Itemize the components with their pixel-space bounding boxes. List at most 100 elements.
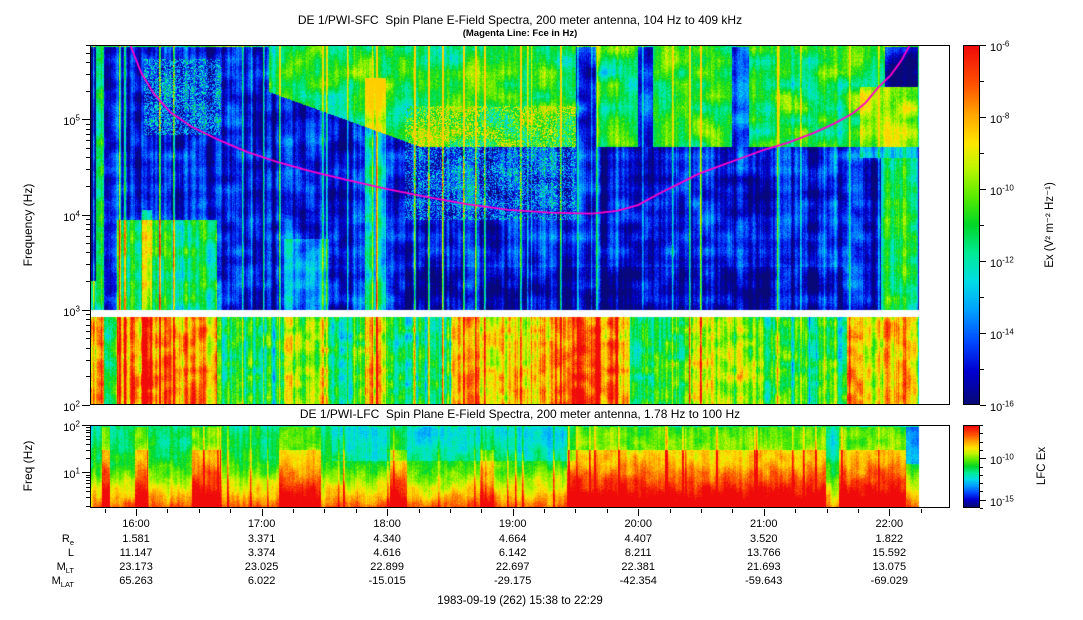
time-tick-label: 18:00 <box>373 518 401 530</box>
lfc-cb-minor-tick <box>980 508 983 509</box>
ephemeris-value: 3.374 <box>247 547 276 559</box>
sfc-y-minor-tick <box>86 157 90 158</box>
sfc-cb-major-tick <box>980 117 986 118</box>
ephemeris-value: 4.616 <box>373 547 401 559</box>
lfc-y-minor-tick <box>86 427 90 428</box>
lfc-cb-tick-label: 10-10 <box>990 452 1014 467</box>
sfc-subtitle: (Magenta Line: Fce in Hz) <box>462 28 578 39</box>
lfc-y-minor-tick <box>86 477 90 478</box>
ephemeris-value: 11.147 <box>119 547 153 559</box>
sfc-y-minor-tick <box>86 331 90 332</box>
time-major-tick <box>262 509 263 516</box>
lfc-title: DE 1/PWI-LFC Spin Plane E-Field Spectra,… <box>299 407 741 421</box>
lfc-cb-major-tick <box>980 500 986 501</box>
lfc-y-tick-label: 101 <box>63 466 80 481</box>
sfc-y-minor-tick <box>86 74 90 75</box>
time-minor-tick <box>167 509 168 513</box>
sfc-y-minor-tick <box>86 252 90 253</box>
sfc-cb-major-tick <box>980 333 986 334</box>
time-minor-tick <box>419 509 420 513</box>
time-tick-label: 20:00 <box>624 518 652 530</box>
sfc-cb-major-tick <box>980 261 986 262</box>
sfc-y-minor-tick <box>86 360 90 361</box>
ephemeris-value: 3.371 <box>247 533 276 545</box>
sfc-cb-tick-label: 10-6 <box>990 39 1010 54</box>
ephemeris-value: -42.354 <box>619 575 657 587</box>
time-minor-tick <box>858 509 859 513</box>
sfc-y-minor-tick <box>86 140 90 141</box>
time-minor-tick <box>481 509 482 513</box>
time-tick-label: 16:00 <box>122 518 150 530</box>
sfc-cb-minor-tick <box>980 369 984 370</box>
ephemeris-value: 21.693 <box>746 561 781 573</box>
sfc-y-minor-tick <box>86 325 90 326</box>
lfc-cb-minor-tick <box>980 442 983 443</box>
lfc-cb-minor-tick <box>980 450 983 451</box>
sfc-title: DE 1/PWI-SFC Spin Plane E-Field Spectra,… <box>297 13 743 27</box>
lfc-y-minor-tick <box>86 439 90 440</box>
ephemeris-value: 23.173 <box>119 561 153 573</box>
lfc-cb-tick-label: 10-15 <box>990 494 1014 509</box>
ephemeris-row-label: MLT <box>56 561 74 576</box>
sfc-cb-tick-label: 10-12 <box>990 255 1014 270</box>
lfc-y-minor-tick <box>86 444 90 445</box>
sfc-y-tick-label: 102 <box>63 399 80 414</box>
ephemeris-value: 13.766 <box>746 547 781 559</box>
lfc-y-tick-label: 102 <box>63 419 80 434</box>
sfc-y-major-tick <box>82 119 90 120</box>
lfc-colorbar <box>963 425 980 508</box>
time-minor-tick <box>230 509 231 513</box>
sfc-spectrogram-canvas <box>91 46 949 404</box>
lfc-y-minor-tick <box>86 458 90 459</box>
time-minor-tick <box>670 509 671 513</box>
sfc-cb-minor-tick <box>980 81 984 82</box>
lfc-cb-minor-tick <box>980 475 983 476</box>
lfc-y-minor-tick <box>86 436 90 437</box>
ephemeris-value: -29.175 <box>494 575 532 587</box>
lfc-y-minor-tick <box>86 480 90 481</box>
sfc-y-minor-tick <box>86 53 90 54</box>
time-minor-tick <box>701 509 702 513</box>
lfc-cb-minor-tick <box>980 433 983 434</box>
sfc-colorbar-label: Ex (V² m⁻² Hz⁻¹) <box>1044 182 1056 268</box>
sfc-y-minor-tick <box>86 319 90 320</box>
ephemeris-value: 22.381 <box>621 561 656 573</box>
time-minor-tick <box>199 509 200 513</box>
sfc-y-minor-tick <box>86 264 90 265</box>
ephemeris-value: 1.822 <box>875 533 904 545</box>
ephemeris-value: 8.211 <box>624 547 652 559</box>
time-tick-label: 22:00 <box>875 518 904 530</box>
lfc-cb-minor-tick <box>980 491 983 492</box>
ephemeris-value: 22.697 <box>495 561 530 573</box>
sfc-y-minor-tick <box>86 314 90 315</box>
ephemeris-value: 3.520 <box>750 533 778 545</box>
time-tick-label: 19:00 <box>498 518 527 530</box>
lfc-spectrogram-canvas <box>91 426 949 507</box>
sfc-y-minor-tick <box>86 243 90 244</box>
sfc-cb-major-tick <box>980 189 986 190</box>
sfc-y-tick-label: 104 <box>63 209 80 224</box>
time-major-tick <box>513 509 514 516</box>
ephemeris-value: 65.263 <box>119 575 153 587</box>
lfc-spectrogram-panel <box>90 425 950 508</box>
sfc-cb-major-tick <box>980 405 986 406</box>
ephemeris-value: -69.029 <box>870 575 908 587</box>
sfc-cb-minor-tick <box>980 225 984 226</box>
time-minor-tick <box>921 509 922 513</box>
sfc-y-axis-label: Frequency (Hz) <box>21 183 35 267</box>
lfc-colorbar-label: LFC Ex <box>1036 446 1048 486</box>
sfc-y-minor-tick <box>86 281 90 282</box>
lfc-y-major-tick <box>82 425 90 426</box>
sfc-spectrogram-panel <box>90 45 950 405</box>
sfc-y-tick-label: 103 <box>63 304 80 319</box>
ephemeris-value: 6.022 <box>247 575 276 587</box>
sfc-y-major-tick <box>82 405 90 406</box>
time-minor-tick <box>324 509 325 513</box>
ephemeris-value: 15.592 <box>872 547 907 559</box>
lfc-y-axis-label: Freq (Hz) <box>21 440 35 492</box>
sfc-y-minor-tick <box>86 62 90 63</box>
time-major-tick <box>638 509 639 516</box>
ephemeris-value: 13.075 <box>872 561 907 573</box>
sfc-cb-tick-label: 10-14 <box>990 327 1014 342</box>
